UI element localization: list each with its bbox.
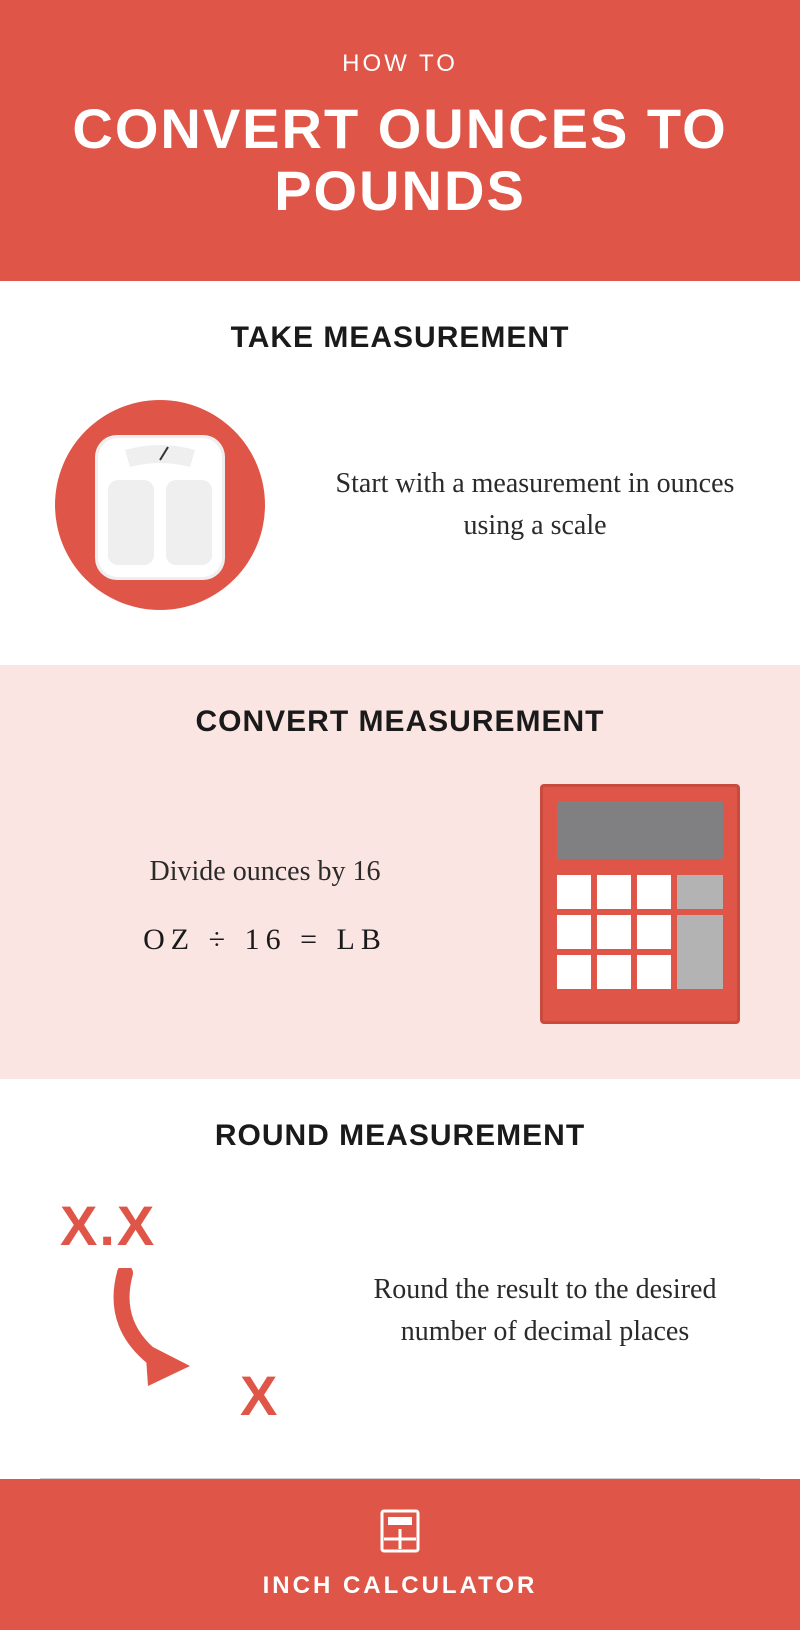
round-bottom-value: X: [240, 1363, 300, 1428]
step1-text: Start with a measurement in ounces using…: [310, 463, 760, 547]
round-graphic: X.X X: [40, 1193, 300, 1428]
arrow-icon: [100, 1268, 250, 1388]
header-eyebrow: HOW TO: [40, 50, 760, 78]
calculator-icon: [520, 779, 760, 1029]
step2-formula: OZ ÷ 16 = LB: [40, 923, 490, 957]
step3-title: ROUND MEASUREMENT: [40, 1119, 760, 1153]
header-banner: HOW TO CONVERT OUNCES TO POUNDS: [0, 0, 800, 281]
scale-icon: [40, 395, 280, 615]
step-take-measurement: TAKE MEASUREMENT Start with a measuremen…: [0, 281, 800, 665]
step2-title: CONVERT MEASUREMENT: [40, 705, 760, 739]
step-convert-measurement: CONVERT MEASUREMENT Divide ounces by 16 …: [0, 665, 800, 1079]
step1-title: TAKE MEASUREMENT: [40, 321, 760, 355]
footer-banner: INCH CALCULATOR: [0, 1479, 800, 1630]
step-round-measurement: ROUND MEASUREMENT X.X X Round the result…: [0, 1079, 800, 1478]
round-top-value: X.X: [60, 1193, 300, 1258]
step3-text: Round the result to the desired number o…: [330, 1269, 760, 1353]
footer-calculator-icon: [378, 1509, 422, 1553]
footer-label: INCH CALCULATOR: [0, 1572, 800, 1600]
step2-text: Divide ounces by 16: [40, 851, 490, 893]
header-title: CONVERT OUNCES TO POUNDS: [40, 98, 760, 221]
